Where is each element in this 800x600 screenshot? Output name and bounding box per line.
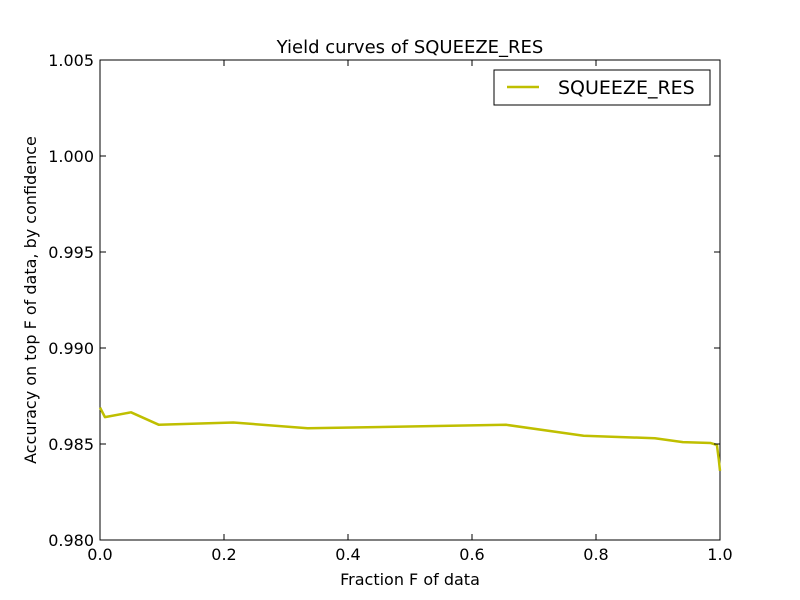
plot-area [99, 59, 721, 541]
y-tick-label: 1.000 [48, 147, 94, 166]
x-tick-label: 0.6 [459, 545, 484, 564]
y-tick-label: 1.005 [48, 51, 94, 70]
chart-title: Yield curves of SQUEEZE_RES [276, 37, 544, 58]
x-tick-label: 0.2 [211, 545, 236, 564]
x-tick-label: 1.0 [707, 545, 732, 564]
series-line-0 [98, 406, 722, 472]
y-axis-label: Accuracy on top F of data, by confidence [21, 136, 40, 464]
tick-layer: 0.0 0.2 0.4 0.6 0.8 1.0 0.980 0.985 0.990 0.995 1.… [48, 51, 733, 564]
x-tick-label: 0.8 [583, 545, 608, 564]
y-tick-label: 0.980 [48, 531, 94, 550]
y-tick-label: 0.990 [48, 339, 94, 358]
series-layer [98, 406, 722, 472]
x-axis-label: Fraction F of data [340, 570, 480, 589]
y-tick-label: 0.985 [48, 435, 94, 454]
x-tick-label: 0.4 [335, 545, 360, 564]
legend: SQUEEZE_RES [493, 69, 711, 106]
legend-label: SQUEEZE_RES [558, 77, 695, 99]
y-tick-label: 0.995 [48, 243, 94, 262]
x-tick-label: 0.0 [87, 545, 112, 564]
